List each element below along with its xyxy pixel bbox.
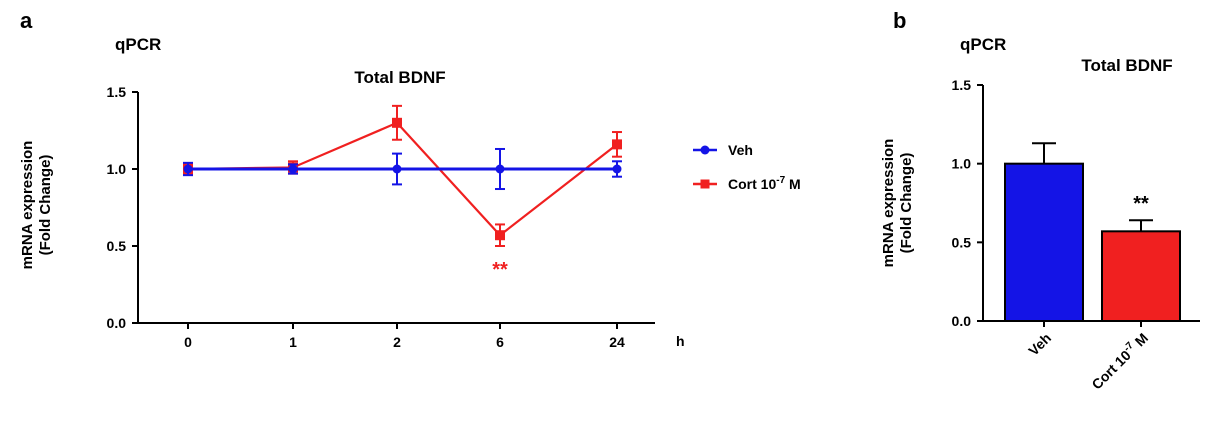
y-tick-label: 1.0 (107, 161, 127, 177)
significance-marker: ** (492, 259, 508, 281)
data-point (183, 164, 193, 174)
y-tick-label: 0.0 (952, 313, 972, 329)
series-cort (183, 104, 622, 247)
legend-veh-label: Veh (728, 142, 753, 158)
x-tick-label: 1 (289, 334, 297, 350)
series-veh (183, 147, 622, 191)
legend-cort-label-suffix: M (785, 176, 801, 192)
chart-b-y-label-line2: (Fold Change) (898, 153, 915, 254)
bar-veh (1004, 162, 1084, 322)
data-point (612, 139, 622, 150)
y-tick-label: 1.5 (107, 84, 127, 100)
chart-a-plot-area: ** (183, 104, 622, 281)
panel-b-letter: b (893, 8, 906, 33)
data-point (612, 164, 622, 174)
legend-veh-marker (700, 145, 710, 155)
y-tick-label: 0.5 (952, 234, 972, 250)
legend-cort-label-sup: -7 (776, 175, 785, 186)
data-point (392, 117, 402, 128)
chart-a-y-ticks: 0.0 0.5 1.0 1.5 (107, 84, 138, 331)
data-point (495, 164, 505, 174)
chart-a-x-ticks: 0 1 2 6 24 (184, 323, 625, 350)
x-tick-label: 0 (184, 334, 192, 350)
chart-a-legend: Veh Cort 10-7 M (693, 142, 801, 192)
legend-cort-marker (700, 179, 710, 189)
chart-a-title: Total BDNF (354, 68, 445, 87)
x-tick-label: Cort 10-7 M (1088, 329, 1151, 392)
chart-b-y-label: mRNA expression (Fold Change) (880, 139, 915, 268)
legend-cort-label: Cort 10-7 M (728, 175, 801, 192)
chart-b-plot-area: ** (1004, 142, 1181, 323)
x-tick-label: 6 (496, 334, 504, 350)
bar-cort (1101, 230, 1181, 323)
chart-a-y-label: mRNA expression (Fold Change) (19, 141, 54, 270)
chart-b-x-ticks: Veh Cort 10-7 M (1025, 321, 1151, 393)
panel-a-letter: a (20, 8, 33, 33)
chart-b-title: Total BDNF (1081, 56, 1172, 75)
data-point (392, 164, 402, 174)
y-tick-label: 0.5 (107, 238, 127, 254)
chart-b-y-label-line1: mRNA expression (880, 139, 897, 268)
chart-a-x-label: h (676, 333, 685, 349)
x-tick-label: 2 (393, 334, 401, 350)
series-line (187, 121, 618, 237)
y-tick-label: 1.0 (952, 156, 972, 172)
chart-a-y-label-line2: (Fold Change) (37, 155, 54, 256)
panel-a-method-label: qPCR (115, 35, 161, 54)
x-tick-label: Veh (1025, 330, 1054, 359)
data-point (495, 230, 505, 241)
chart-b-y-ticks: 0.0 0.5 1.0 1.5 (952, 77, 983, 329)
x-tick-label: 24 (609, 334, 625, 350)
significance-marker: ** (1133, 193, 1149, 215)
chart-a-y-label-line1: mRNA expression (19, 141, 36, 270)
panel-b-method-label: qPCR (960, 35, 1006, 54)
legend-cort-label-base: Cort 10 (728, 176, 776, 192)
y-tick-label: 1.5 (952, 77, 972, 93)
x-tick-label-base: Veh (1025, 330, 1054, 359)
data-point (288, 164, 298, 174)
x-tick-label-base: Cort 10 (1088, 347, 1134, 393)
y-tick-label: 0.0 (107, 315, 127, 331)
